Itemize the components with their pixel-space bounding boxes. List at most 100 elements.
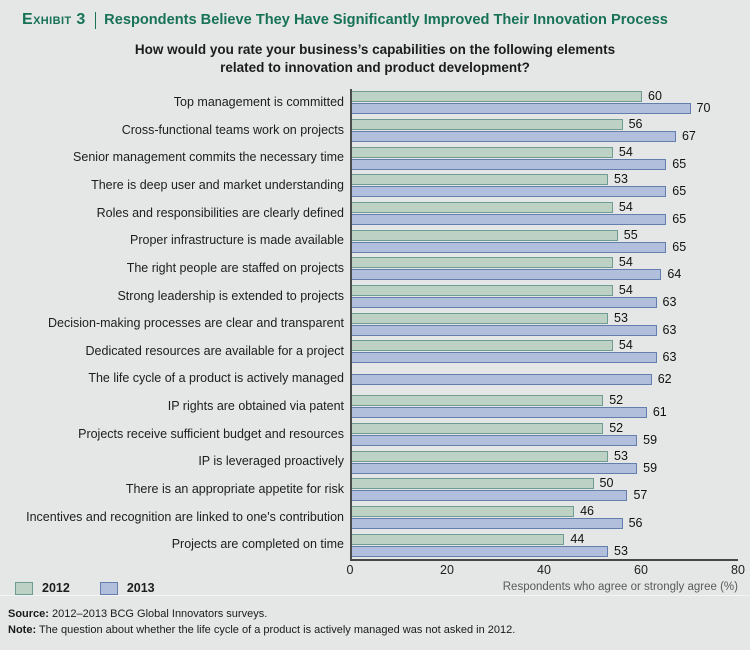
bar-line: 50 [351, 477, 739, 490]
value-label: 62 [657, 371, 672, 386]
category-label: There is deep user and market understand… [91, 177, 344, 192]
value-label: 61 [652, 405, 667, 420]
category-label: Dedicated resources are available for a … [85, 343, 344, 358]
legend-swatch-2013 [99, 581, 118, 595]
bar-line: 65 [351, 185, 739, 198]
bar-group: 52 59 [351, 421, 739, 449]
value-label: 65 [672, 239, 687, 254]
x-tick-label: 80 [731, 563, 745, 578]
bar-line: 70 [351, 102, 739, 115]
bar-2013 [351, 462, 638, 474]
bar-group: 52 61 [351, 393, 739, 421]
legend-label: 2013 [126, 581, 155, 596]
bar-line: 53 [351, 310, 739, 325]
value-label: 53 [614, 448, 628, 463]
bar-line: 57 [351, 488, 739, 503]
x-tick-label: 60 [634, 563, 648, 578]
bar-line: 61 [351, 405, 739, 420]
value-label: 65 [672, 156, 687, 171]
legend-item-2013: 2013 [99, 581, 155, 596]
bar-2013 [351, 103, 691, 115]
x-tick-label: 20 [440, 563, 454, 578]
chart-question-line1: How would you rate your business’s capab… [134, 42, 616, 57]
bar-2012 [351, 450, 609, 462]
bar-2013 [351, 241, 667, 253]
x-axis-ticks: 0 20 40 60 80 [347, 561, 745, 578]
value-label: 60 [648, 89, 662, 104]
category-label: Top management is committed [173, 95, 344, 110]
bar-2013 [351, 435, 638, 447]
bar-line: 63 [351, 294, 739, 309]
bar-line: 52 [351, 422, 739, 435]
bar-2012 [351, 146, 613, 158]
bar-group: 50 57 [351, 476, 739, 504]
value-label: 53 [614, 310, 628, 325]
value-label: 53 [614, 172, 628, 187]
bar-line: 53 [351, 448, 739, 463]
bar-line: 53 [351, 172, 739, 187]
chart-rows: Top management is committed 60 70 Cross-fun… [0, 89, 750, 560]
value-label: 52 [609, 393, 624, 408]
bar-2013 [351, 373, 652, 385]
bar-line: 52 [351, 393, 739, 408]
bar-2013 [351, 131, 676, 143]
bar-group: 53 63 [351, 310, 739, 338]
bar-line: 56 [351, 117, 739, 132]
bar-line: 65 [351, 156, 739, 171]
bar-2012 [351, 119, 623, 131]
bar-group: 60 70 [351, 89, 739, 117]
value-label: 44 [570, 531, 585, 546]
value-label: 65 [672, 211, 687, 226]
note-line: Note: The question about whether the lif… [8, 623, 740, 638]
chart-question-line2: related to innovation and product develo… [220, 59, 530, 75]
legend-item-2012: 2012 [15, 581, 70, 595]
value-label: 57 [633, 488, 648, 503]
category-label: IP rights are obtained via patent [167, 399, 344, 414]
bar-group: 46 56 [351, 504, 739, 532]
chart-row: Decision-making processes are clear and … [0, 310, 750, 338]
x-axis-line [350, 559, 738, 562]
bar-2012 [351, 257, 613, 269]
bar-line: 46 [351, 505, 739, 517]
chart-row: The right people are staffed on projects… [0, 255, 750, 283]
category-label: Projects are completed on time [171, 537, 344, 552]
bar-line: 54 [351, 339, 739, 352]
bar-group: 62 [351, 366, 739, 394]
source-line: Source: 2012–2013 BCG Global Innovators … [8, 607, 740, 622]
legend-label: 2012 [42, 581, 70, 596]
x-axis-label: Respondents who agree or strongly agree … [502, 581, 738, 594]
chart-row: Senior management commits the necessary … [0, 144, 750, 172]
bar-group: 53 65 [351, 172, 739, 200]
value-label: 63 [662, 350, 677, 365]
chart-footer-row: 2012 2013 Respondents who agree or strong… [0, 581, 750, 595]
bar-2012 [351, 340, 613, 352]
bar-line: 55 [351, 227, 739, 242]
bar-2012 [351, 395, 604, 407]
bar-2013 [351, 518, 623, 530]
bar-2012 [351, 423, 604, 435]
bar-line: 44 [351, 531, 739, 546]
bar-2013 [351, 324, 657, 336]
category-label: The life cycle of a product is actively … [88, 371, 344, 386]
source-note-block: Source: 2012–2013 BCG Global Innovators … [0, 595, 750, 650]
bar-2013 [351, 186, 667, 198]
value-label: 64 [667, 267, 682, 282]
bar-line: 54 [351, 282, 739, 297]
chart-row: IP is leveraged proactively 53 59 [0, 448, 750, 476]
value-label: 54 [618, 282, 633, 297]
category-label: IP is leveraged proactively [198, 454, 344, 469]
exhibit-number-label: Exhibit 3 [22, 11, 86, 28]
value-label: 54 [618, 144, 633, 159]
note-label: Note: [8, 623, 37, 636]
value-label: 56 [628, 117, 643, 132]
chart-row: The life cycle of a product is actively … [0, 366, 750, 394]
bar-2013 [351, 545, 609, 557]
value-label: 55 [623, 227, 638, 242]
bar-group: 53 59 [351, 448, 739, 476]
chart-row: Projects receive sufficient budget and r… [0, 421, 750, 449]
bar-line: 53 [351, 544, 739, 557]
category-label: There is an appropriate appetite for ris… [125, 482, 344, 496]
bar-group: 56 67 [351, 117, 739, 145]
value-label: 63 [662, 294, 677, 309]
bar-2012 [351, 91, 642, 103]
